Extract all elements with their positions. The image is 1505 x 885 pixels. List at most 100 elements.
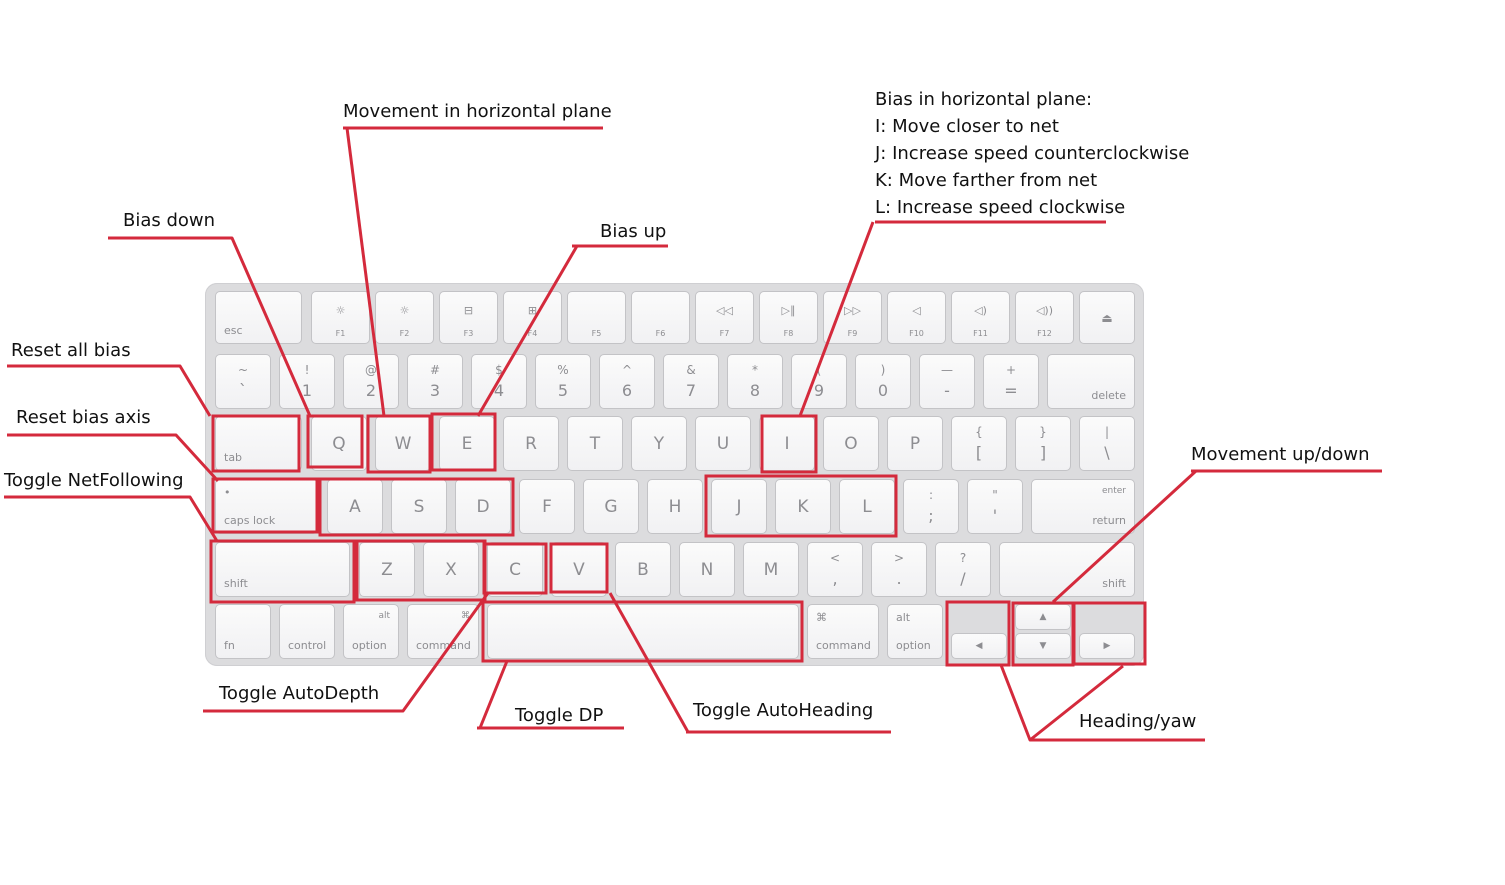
key-j[interactable]: J [711,479,767,534]
key-t[interactable]: T [567,416,623,471]
key-shift-label: ( [816,363,822,377]
key-k6[interactable]: ^ 6 [599,354,655,409]
key-l[interactable]: L [839,479,895,534]
key-slash[interactable]: ? / [935,542,991,597]
key-q[interactable]: Q [311,416,367,471]
key-f4[interactable]: ⊞ F4 [503,291,562,344]
key-s[interactable]: S [391,479,447,534]
key-backslash[interactable]: | \ [1079,416,1135,471]
key-k0[interactable]: ) 0 [855,354,911,409]
key-g[interactable]: G [583,479,639,534]
key-c[interactable]: C [487,542,543,597]
key-control[interactable]: control [279,604,335,659]
key-delete[interactable]: delete [1047,354,1135,409]
key-k5[interactable]: % 5 [535,354,591,409]
fn-key-label: F1 [335,329,346,338]
key-w[interactable]: W [375,416,431,471]
key-f1[interactable]: ☼ F1 [311,291,370,344]
key-k3[interactable]: #3 [407,354,463,409]
leader-toggle-autodepth [203,592,490,713]
key-y[interactable]: Y [631,416,687,471]
key-left[interactable]: ◀ [951,633,1007,659]
fn-key-icon: ☼ [335,304,346,317]
key-b[interactable]: B [615,542,671,597]
key-label: V [573,559,585,580]
key-f10[interactable]: ◁ F10 [887,291,946,344]
key-fn[interactable]: fn [215,604,271,659]
key-f11[interactable]: ◁) F11 [951,291,1010,344]
key-rbracket[interactable]: }] [1015,416,1071,471]
key-loption[interactable]: alt option [343,604,399,659]
key-m[interactable]: M [743,542,799,597]
key-label: T [589,433,601,454]
key-label: C [509,559,521,580]
key-right[interactable]: ▶ [1079,633,1135,659]
key-shift-label: : [928,488,934,502]
key-lbracket[interactable]: {[ [951,416,1007,471]
key-f7[interactable]: ◁◁ F7 [695,291,754,344]
key-r[interactable]: R [503,416,559,471]
key-shift-label: — [941,363,953,377]
highlight-e [430,412,497,472]
key-p[interactable]: P [887,416,943,471]
key-u[interactable]: U [695,416,751,471]
key-label: F [542,496,552,517]
fn-key-icon: ◁) [974,304,987,317]
fn-key-label: F4 [527,329,538,338]
key-f12[interactable]: ◁)) F12 [1015,291,1074,344]
key-f5[interactable]: F5 [567,291,626,344]
key-f6[interactable]: F6 [631,291,690,344]
key-k2[interactable]: @2 [343,354,399,409]
key-k8[interactable]: * 8 [727,354,783,409]
key-eject[interactable]: ⏏ [1079,291,1135,344]
key-k4[interactable]: $4 [471,354,527,409]
key-i[interactable]: I [759,416,815,471]
key-return[interactable]: return enter [1031,479,1135,534]
key-capslock[interactable]: caps lock • [215,479,318,534]
fn-key-label: F3 [463,329,474,338]
key-quote[interactable]: " ' [967,479,1023,534]
key-e[interactable]: E [439,416,495,471]
leader-bias-down [108,236,312,417]
key-label: delete [1091,389,1126,402]
fn-key-label: F9 [847,329,858,338]
key-label: return [1092,514,1126,527]
key-rcommand[interactable]: ⌘ command [807,604,879,659]
key-roption[interactable]: alt option [887,604,943,659]
key-label: tab [224,451,243,464]
key-lcommand[interactable]: ⌘ command [407,604,479,659]
key-label: 7 [685,381,697,400]
key-minus[interactable]: — - [919,354,975,409]
key-label: caps lock [224,514,276,527]
highlight-jkl [704,474,898,538]
key-equal[interactable]: + = [983,354,1039,409]
key-k7[interactable]: & 7 [663,354,719,409]
highlight-tab [211,414,301,473]
key-f8[interactable]: ▷∥ F8 [759,291,818,344]
key-f9[interactable]: ▷▷ F9 [823,291,882,344]
key-n[interactable]: N [679,542,735,597]
key-shift-label: } [1039,425,1047,439]
key-shift-label: " [992,488,998,502]
key-label: Q [332,433,346,454]
key-period[interactable]: >. [871,542,927,597]
key-alt-label: alt [378,611,390,621]
key-o[interactable]: O [823,416,879,471]
key-down[interactable]: ▼ [1015,633,1071,659]
key-label: . [896,569,902,588]
key-f[interactable]: F [519,479,575,534]
key-k9[interactable]: (9 [791,354,847,409]
key-a[interactable]: A [327,479,383,534]
key-label: H [668,496,682,517]
key-h[interactable]: H [647,479,703,534]
key-x[interactable]: X [423,542,479,597]
key-up[interactable]: ▲ [1015,604,1071,630]
fn-key-icon: ◁)) [1035,304,1054,317]
key-tilde[interactable]: ~ ` [215,354,271,409]
key-k[interactable]: K [775,479,831,534]
key-f3[interactable]: ⊟ F3 [439,291,498,344]
key-comma[interactable]: <, [807,542,863,597]
key-semicolon[interactable]: :; [903,479,959,534]
key-f2[interactable]: ☼ F2 [375,291,434,344]
key-d[interactable]: D [455,479,511,534]
